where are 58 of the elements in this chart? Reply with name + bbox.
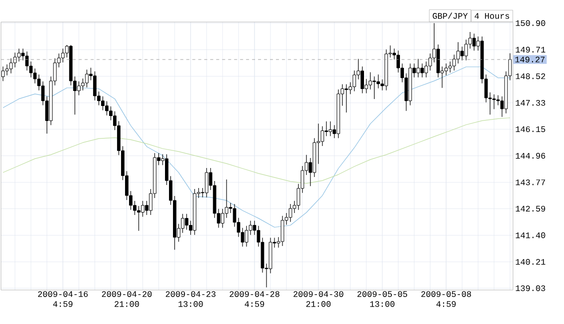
candlestick: [368, 72, 372, 90]
candlestick: [25, 51, 29, 71]
candlestick: [141, 200, 144, 218]
candlestick: [328, 121, 332, 136]
x-tick-label: 2009-04-30 21:00: [294, 291, 344, 307]
candlestick: [1, 66, 5, 82]
y-tick-label: 147.33: [516, 100, 546, 106]
line-series: [2, 66, 510, 228]
x-tick-label: 2009-04-28 4:59: [230, 291, 280, 307]
chart-subtitle: 4 Hours: [474, 13, 510, 19]
candlestick: [85, 69, 89, 88]
chart-title: GBP/JPY: [432, 12, 468, 19]
candlestick: [492, 94, 496, 110]
candlestick: [420, 63, 424, 78]
x-tick-label: 2009-04-20 21:00: [102, 291, 152, 307]
y-tick-label: 148.52: [516, 73, 546, 80]
candlestick: [180, 214, 184, 234]
candlestick: [452, 54, 456, 71]
candlestick: [101, 96, 104, 111]
candlestick: [288, 204, 292, 222]
candlestick: [105, 100, 108, 116]
candlestick: [280, 216, 284, 246]
y-tick-label: 146.15: [516, 126, 546, 132]
candlestick: [448, 61, 452, 73]
ref-line-label: 149.27: [515, 56, 545, 62]
y-tick-label: 142.59: [516, 206, 546, 212]
candlestick: [93, 71, 97, 101]
candlestick: [352, 70, 356, 92]
y-tick-label: 150.90: [516, 20, 546, 26]
y-tick-label: 149.71: [516, 46, 546, 53]
candlestick: [444, 63, 448, 76]
candlestick: [376, 74, 380, 89]
candlestick: [472, 33, 476, 51]
candlestick: [456, 42, 460, 64]
candlestick: [360, 66, 364, 94]
candlestick: [320, 126, 324, 146]
candlestick: [436, 44, 440, 78]
candlestick: [464, 39, 468, 61]
x-tick-label: 2009-04-23 13:00: [166, 291, 216, 307]
candlestick: [9, 58, 13, 74]
y-tick-label: 140.21: [516, 258, 546, 265]
candlestick: [184, 214, 188, 230]
y-tick-label: 139.03: [516, 285, 546, 292]
candlestick: [137, 206, 140, 232]
y-tick-label: 143.77: [516, 179, 546, 186]
candlestick: [372, 76, 376, 100]
candlestick: [204, 168, 208, 198]
candlestick: [61, 48, 65, 63]
candlestick: [416, 58, 420, 78]
y-tick-label: 144.96: [516, 152, 546, 159]
x-tick-label: 2009-05-05 13:00: [357, 291, 408, 307]
candlestick: [77, 81, 81, 96]
candlestick: [460, 46, 464, 61]
x-tick-label: 2009-04-16 4:59: [38, 291, 88, 307]
candlestick: [424, 61, 428, 78]
candlestick: [344, 84, 348, 113]
x-tick-label: 2009-05-08 4:59: [421, 291, 471, 307]
y-tick-label: 141.40: [516, 232, 546, 238]
